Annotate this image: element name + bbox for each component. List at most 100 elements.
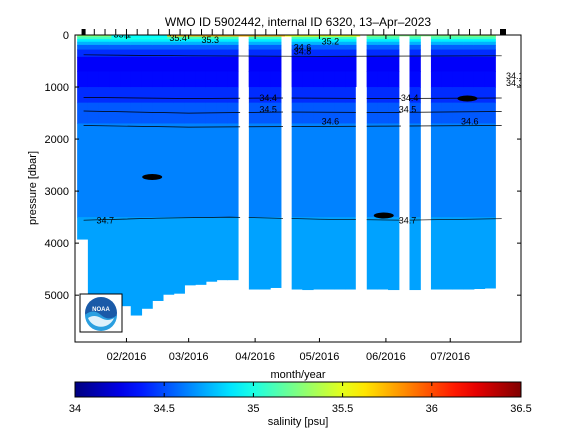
salinity-cell <box>98 39 110 43</box>
salinity-cell <box>441 36 453 40</box>
salinity-cell <box>302 49 314 58</box>
surface-salinity-patch <box>285 35 361 37</box>
salinity-cell <box>366 41 378 46</box>
salinity-cell <box>120 217 132 307</box>
salinity-cell <box>120 39 132 43</box>
salinity-cell <box>77 71 89 88</box>
salinity-cell <box>291 87 303 104</box>
salinity-cell <box>323 87 336 104</box>
salinity-cell <box>441 123 453 218</box>
x-tick-label: 05/2016 <box>300 351 340 363</box>
salinity-cell <box>323 44 336 51</box>
salinity-cell <box>270 217 282 288</box>
profile-column <box>377 35 389 290</box>
salinity-cell <box>366 56 378 73</box>
salinity-cell <box>473 56 486 73</box>
profile-column <box>120 35 132 307</box>
profile-column <box>366 35 378 290</box>
salinity-cell <box>141 39 153 43</box>
salinity-cell <box>195 123 207 218</box>
profile-column <box>323 35 336 290</box>
salinity-cell <box>452 49 464 58</box>
salinity-cell <box>377 87 389 104</box>
salinity-cell <box>141 217 153 309</box>
salinity-cell <box>120 71 132 88</box>
salinity-cell <box>441 71 453 88</box>
salinity-cell <box>216 123 228 218</box>
salinity-cell <box>109 49 121 58</box>
salinity-cell <box>205 44 218 51</box>
contour-label: 35.3 <box>202 35 220 45</box>
salinity-cell <box>173 36 185 40</box>
salinity-cell <box>259 217 271 290</box>
salinity-cell <box>227 49 239 58</box>
salinity-cell <box>227 217 239 281</box>
salinity-cell <box>173 44 185 51</box>
salinity-cell <box>173 39 185 43</box>
salinity-cell <box>259 87 271 104</box>
salinity-cell <box>313 217 325 290</box>
salinity-cell <box>366 35 378 38</box>
salinity-cell <box>216 49 228 58</box>
y-tick-label: 3000 <box>45 186 69 198</box>
salinity-cell <box>366 39 378 43</box>
salinity-cell <box>259 123 271 218</box>
profile-column <box>473 35 486 290</box>
salinity-cell <box>141 41 153 46</box>
salinity-cell <box>270 49 282 58</box>
salinity-cell <box>77 41 89 46</box>
salinity-cell <box>87 217 100 296</box>
y-axis: 0 1000 2000 3000 4000 5000 <box>45 30 521 302</box>
salinity-cell <box>130 56 143 73</box>
salinity-cell <box>430 49 443 58</box>
salinity-cell <box>248 56 260 73</box>
salinity-cell <box>313 123 325 218</box>
salinity-cell <box>270 56 282 73</box>
salinity-cell <box>302 39 314 43</box>
salinity-cell <box>141 123 153 218</box>
salinity-cell <box>141 87 153 104</box>
salinity-cell <box>195 39 207 43</box>
salinity-cell <box>227 71 239 88</box>
salinity-cell <box>366 71 378 88</box>
salinity-cell <box>291 36 303 40</box>
salinity-cell <box>377 102 389 125</box>
salinity-cell <box>98 123 110 218</box>
profile-column <box>195 35 207 285</box>
profile-column <box>291 35 303 290</box>
salinity-cell <box>463 87 475 104</box>
salinity-cell <box>313 49 325 58</box>
colorbar-tick-label: 36.5 <box>510 403 531 415</box>
salinity-contours: 34.4 34.5 34.6 34.7 34.7 34.4 34.5 34.6 34.134.3… <box>83 35 524 342</box>
salinity-cell <box>98 87 110 104</box>
salinity-cell <box>452 41 464 46</box>
salinity-cell <box>430 71 443 88</box>
salinity-cell <box>270 36 282 40</box>
salinity-cell <box>409 123 421 218</box>
x-tick-label: 02/2016 <box>107 351 147 363</box>
salinity-cell <box>409 49 421 58</box>
salinity-cell <box>323 71 336 88</box>
salinity-cell <box>162 217 175 295</box>
salinity-cell <box>302 44 314 51</box>
salinity-cell <box>463 123 475 218</box>
profile-column <box>205 35 218 282</box>
contour-label: 35.2 <box>322 36 340 46</box>
contour-label: 34.3 <box>506 78 524 88</box>
x-axis: 02/2016 03/2016 04/2016 05/2016 06/2016 07/20… <box>107 35 470 363</box>
salinity-cell <box>98 217 110 307</box>
x-axis-label: month/year <box>270 369 325 381</box>
salinity-cell <box>141 56 153 73</box>
salinity-cell <box>377 49 389 58</box>
salinity-cell <box>366 44 378 51</box>
salinity-cell <box>216 39 228 43</box>
salinity-cell <box>162 41 175 46</box>
salinity-cell <box>216 41 228 46</box>
salinity-cell <box>216 102 228 125</box>
salinity-cell <box>77 36 89 40</box>
profile-column <box>216 35 228 281</box>
colorbar-tick-label: 34 <box>69 403 81 415</box>
salinity-cell <box>173 49 185 58</box>
salinity-cell <box>452 71 464 88</box>
surface-salinity-patch <box>167 35 286 37</box>
